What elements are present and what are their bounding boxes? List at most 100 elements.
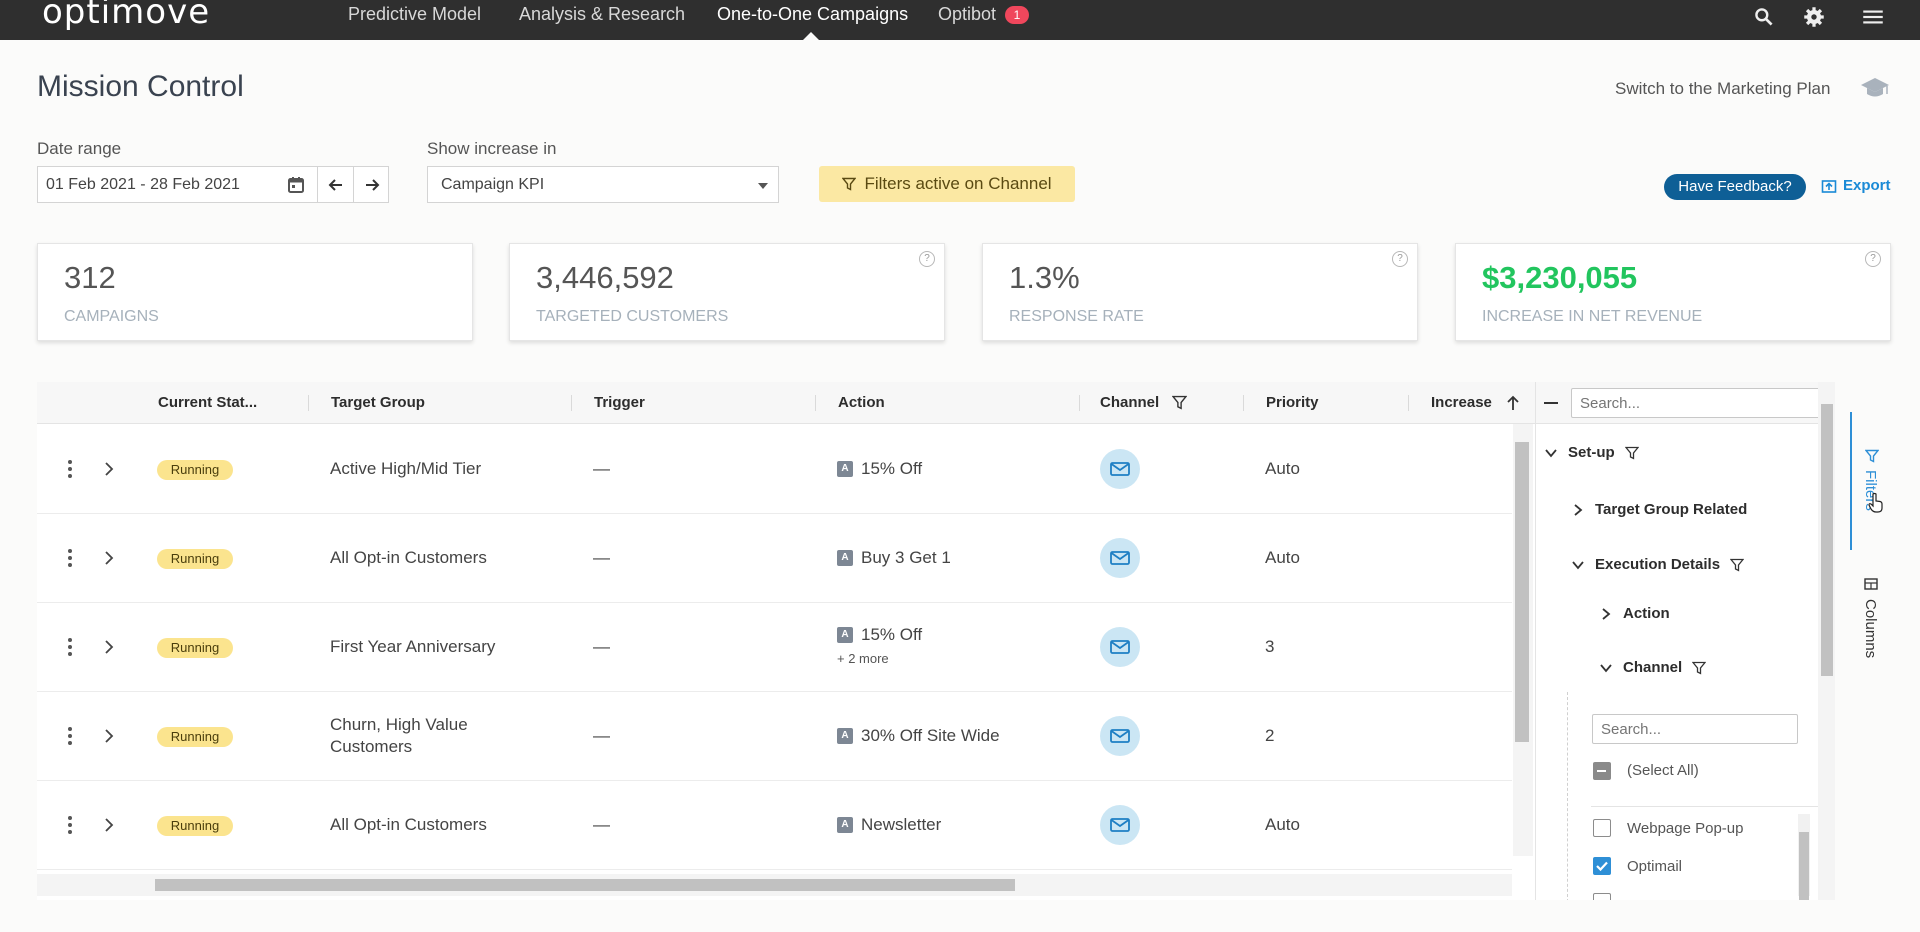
- optimail-label[interactable]: Optimail: [1627, 858, 1683, 875]
- tree-node-setup[interactable]: Set-up: [1544, 444, 1639, 461]
- have-feedback-button[interactable]: Have Feedback?: [1664, 174, 1806, 200]
- column-resize-handle[interactable]: [308, 395, 309, 411]
- nav-one-to-one-campaigns[interactable]: One-to-One Campaigns: [717, 4, 909, 24]
- export-button[interactable]: Export: [1821, 177, 1891, 194]
- table-horizontal-scroll-thumb[interactable]: [155, 879, 1015, 891]
- nav-optibot[interactable]: Optibot: [938, 4, 997, 24]
- table-row[interactable]: Running Active High/Mid Tier — A 15% Off…: [37, 425, 1512, 514]
- target-group-cell: All Opt-in Customers: [330, 815, 487, 834]
- help-icon[interactable]: ?: [919, 251, 935, 267]
- chevron-right-icon[interactable]: [101, 728, 117, 744]
- kpi-card-response-rate: 1.3% RESPONSE RATE ?: [982, 243, 1418, 341]
- nav-analysis-research[interactable]: Analysis & Research: [519, 4, 686, 24]
- column-resize-handle[interactable]: [571, 395, 572, 411]
- filters-active-label: Filters active on Channel: [864, 174, 1052, 193]
- more-options-icon[interactable]: [67, 816, 73, 834]
- tree-node-target-group-related[interactable]: Target Group Related: [1571, 501, 1747, 518]
- tree-node-channel[interactable]: Channel: [1599, 659, 1707, 676]
- select-all-label[interactable]: (Select All): [1627, 762, 1699, 779]
- panel-vertical-scroll-thumb[interactable]: [1821, 404, 1833, 676]
- priority-cell: Auto: [1265, 548, 1300, 567]
- column-header-trigger[interactable]: Trigger: [594, 394, 645, 411]
- checkmark-icon: [1596, 861, 1608, 872]
- column-resize-handle[interactable]: [1408, 395, 1409, 411]
- target-group-cell: Active High/Mid Tier: [330, 459, 482, 478]
- chevron-right-icon[interactable]: [101, 550, 117, 566]
- chevron-down-icon: [1600, 663, 1612, 672]
- arrow-right-icon: [365, 178, 379, 191]
- kpi-value: 1.3%: [1009, 260, 1080, 295]
- filters-active-chip[interactable]: Filters active on Channel: [819, 166, 1075, 202]
- sort-ascending-icon[interactable]: [1506, 395, 1520, 411]
- column-header-status[interactable]: Current Stat...: [158, 394, 258, 411]
- search-icon[interactable]: [1751, 4, 1777, 30]
- envelope-icon: [1110, 729, 1130, 743]
- graduation-cap-icon[interactable]: [1860, 75, 1890, 101]
- column-header-target-group[interactable]: Target Group: [331, 394, 425, 411]
- chevron-right-icon[interactable]: [101, 817, 117, 833]
- envelope-icon: [1110, 640, 1130, 654]
- logo[interactable]: optimove: [42, 0, 211, 32]
- filter-icon: [1730, 558, 1745, 572]
- column-resize-handle[interactable]: [815, 395, 816, 411]
- chevron-right-icon[interactable]: [101, 639, 117, 655]
- switch-marketing-plan-link[interactable]: Switch to the Marketing Plan: [1615, 79, 1831, 98]
- select-all-checkbox[interactable]: [1593, 762, 1611, 780]
- filters-search-input[interactable]: [1571, 388, 1825, 418]
- mail-channel-icon: [1100, 805, 1140, 845]
- show-increase-select[interactable]: Campaign KPI: [427, 166, 779, 203]
- export-label: Export: [1843, 177, 1891, 194]
- webpage-popup-checkbox[interactable]: [1593, 819, 1611, 837]
- table-row[interactable]: Running First Year Anniversary — A 15% O…: [37, 603, 1512, 692]
- nav-predictive-model[interactable]: Predictive Model: [348, 4, 482, 24]
- column-header-increase[interactable]: Increase: [1431, 394, 1492, 411]
- date-range-input[interactable]: 01 Feb 2021 - 28 Feb 2021: [46, 176, 240, 193]
- table-row[interactable]: Running Churn, High Value Customers — A …: [37, 692, 1512, 781]
- gear-icon[interactable]: [1801, 4, 1827, 30]
- column-resize-handle[interactable]: [1243, 395, 1244, 411]
- tree-node-execution-details[interactable]: Execution Details: [1571, 556, 1745, 573]
- calendar-icon[interactable]: [286, 175, 306, 195]
- optibot-badge: 1: [1005, 6, 1029, 24]
- export-icon: [1821, 179, 1837, 193]
- priority-cell: 3: [1265, 637, 1275, 656]
- chevron-down-icon: [1545, 448, 1557, 457]
- column-header-priority[interactable]: Priority: [1266, 394, 1319, 411]
- columns-tab[interactable]: Columns: [1862, 599, 1879, 659]
- more-options-icon[interactable]: [67, 460, 73, 478]
- more-options-icon[interactable]: [67, 549, 73, 567]
- channel-list-scroll-thumb[interactable]: [1799, 832, 1809, 900]
- more-actions-link[interactable]: + 2 more: [837, 651, 889, 666]
- column-header-channel[interactable]: Channel: [1100, 394, 1160, 411]
- more-options-icon[interactable]: [67, 727, 73, 745]
- target-group-cell: First Year Anniversary: [330, 637, 496, 656]
- channel-search-input[interactable]: [1592, 714, 1798, 744]
- kpi-card-targeted-customers: 3,446,592 TARGETED CUSTOMERS ?: [509, 243, 945, 341]
- kpi-value: 312: [64, 260, 116, 295]
- filters-panel-header: [1536, 382, 1835, 424]
- table-row[interactable]: Running All Opt-in Customers — A Newslet…: [37, 781, 1512, 870]
- optimail-checkbox[interactable]: [1593, 857, 1611, 875]
- cursor-hand-icon: [1868, 492, 1883, 513]
- hamburger-menu-icon[interactable]: [1860, 4, 1886, 30]
- webpage-popup-label[interactable]: Webpage Pop-up: [1627, 820, 1744, 837]
- channel-option-checkbox[interactable]: [1593, 893, 1611, 900]
- help-icon[interactable]: ?: [1865, 251, 1881, 267]
- column-resize-handle[interactable]: [1079, 395, 1080, 411]
- table-vertical-scroll-thumb[interactable]: [1515, 442, 1529, 742]
- status-badge: Running: [157, 816, 233, 836]
- tree-node-action[interactable]: Action: [1599, 605, 1670, 622]
- chevron-right-icon[interactable]: [101, 461, 117, 477]
- help-icon[interactable]: ?: [1392, 251, 1408, 267]
- mail-channel-icon: [1100, 627, 1140, 667]
- collapse-all-icon[interactable]: [1544, 402, 1558, 404]
- action-cell: 30% Off Site Wide: [861, 726, 1000, 745]
- next-period-button[interactable]: [354, 167, 389, 202]
- more-options-icon[interactable]: [67, 638, 73, 656]
- chevron-down-icon: [1572, 560, 1584, 569]
- previous-period-button[interactable]: [318, 167, 353, 202]
- action-cell: Newsletter: [861, 815, 942, 834]
- filter-icon[interactable]: [1172, 395, 1187, 410]
- column-header-action[interactable]: Action: [838, 394, 885, 411]
- table-row[interactable]: Running All Opt-in Customers — A Buy 3 G…: [37, 514, 1512, 603]
